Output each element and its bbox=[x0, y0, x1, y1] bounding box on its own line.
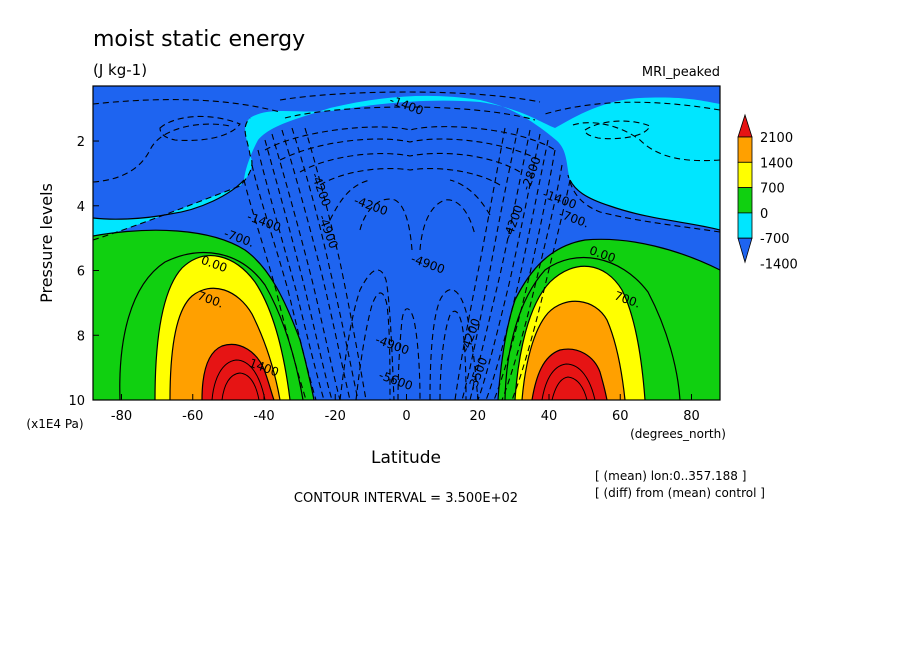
colorbar-label: 1400 bbox=[760, 156, 793, 171]
dataset-label: MRI_peaked bbox=[642, 65, 720, 80]
plot-area: -1400-4200-4900-4200-4900-4200-3500-4900… bbox=[93, 86, 720, 400]
colorbar-swatch bbox=[737, 161, 753, 189]
colorbar: 2100 1400 700 0 -700 -1400 bbox=[737, 113, 798, 273]
fill-red-left bbox=[202, 344, 274, 400]
red-core-contours bbox=[211, 359, 596, 400]
x-axis-label: Latitude bbox=[371, 448, 441, 468]
note-diff: [ (diff) from (mean) control ] bbox=[595, 486, 765, 500]
x-tick-label: 40 bbox=[541, 409, 558, 424]
y-tick-label: 4 bbox=[77, 200, 85, 215]
colorbar-top-arrow bbox=[737, 113, 753, 138]
colorbar-label: 0 bbox=[760, 207, 768, 222]
y-tick-label: 2 bbox=[77, 135, 85, 150]
x-tick-label: -60 bbox=[182, 409, 203, 424]
y-axis-units: (x1E4 Pa) bbox=[26, 417, 83, 431]
contour-interval-text: CONTOUR INTERVAL = 3.500E+02 bbox=[294, 491, 518, 506]
colorbar-label: 700 bbox=[760, 182, 785, 197]
dashed-contours bbox=[93, 91, 720, 400]
y-tick-label: 8 bbox=[77, 329, 85, 344]
colorbar-swatch bbox=[737, 212, 753, 239]
chart-units: (J kg-1) bbox=[93, 61, 147, 79]
x-tick-label: -80 bbox=[111, 409, 132, 424]
colorbar-swatch bbox=[737, 136, 753, 163]
note-mean: [ (mean) lon:0..357.188 ] bbox=[595, 469, 746, 483]
fill-red-right bbox=[532, 349, 607, 400]
y-axis-label: Pressure levels bbox=[37, 183, 56, 303]
colorbar-label: -1400 bbox=[760, 258, 798, 273]
y-tick-label: 6 bbox=[77, 265, 85, 280]
x-tick-label: 20 bbox=[469, 409, 486, 424]
colorbar-label: 2100 bbox=[760, 131, 793, 146]
solid-contours bbox=[93, 179, 720, 400]
x-axis-units: (degrees_north) bbox=[630, 427, 726, 441]
x-tick-label: -40 bbox=[253, 409, 274, 424]
x-tick-label: 60 bbox=[612, 409, 629, 424]
x-tick-label: 0 bbox=[402, 409, 410, 424]
colorbar-bottom-arrow bbox=[737, 237, 753, 264]
colorbar-label: -700 bbox=[760, 232, 790, 247]
fill-upper-band bbox=[93, 95, 720, 241]
x-tick-label: -20 bbox=[325, 409, 346, 424]
y-axis: 2 4 6 8 10 bbox=[68, 135, 99, 409]
y-tick-label: 10 bbox=[68, 394, 85, 409]
chart-title: moist static energy bbox=[93, 27, 305, 52]
x-axis: -80 -60 -40 -20 0 20 40 60 80 bbox=[111, 394, 700, 424]
colorbar-swatch bbox=[737, 187, 753, 214]
x-tick-label: 80 bbox=[683, 409, 700, 424]
